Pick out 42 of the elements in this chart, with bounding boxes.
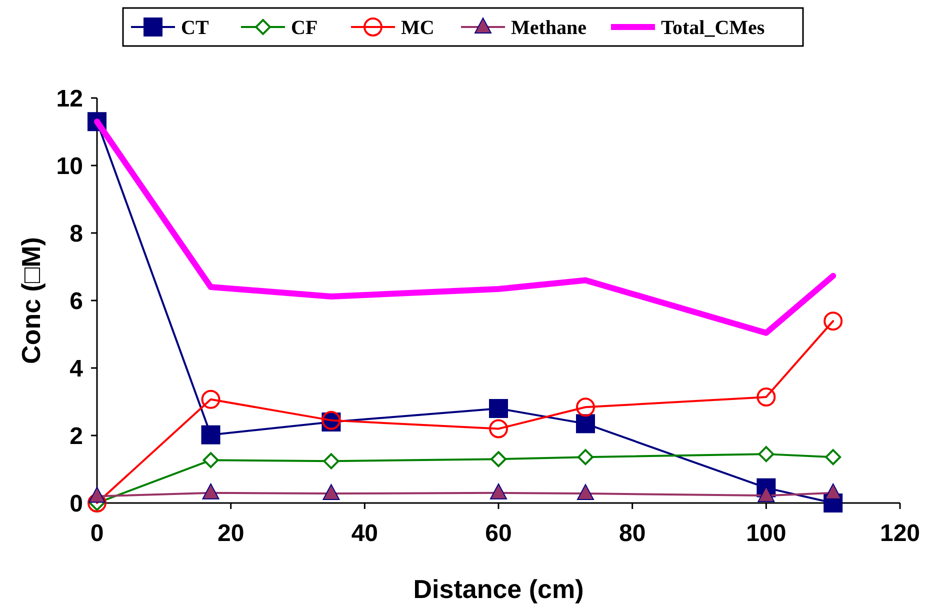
point [88,486,106,503]
point [576,414,595,434]
legend-label: MC [401,17,434,39]
legend-label: Total_CMes [661,17,765,39]
point [825,449,842,466]
point [490,451,506,468]
point [576,398,595,417]
x-tick-label: 80 [618,520,646,547]
point [824,312,843,331]
y-tick-label: 12 [56,85,83,112]
point [824,483,842,500]
x-tick-label: 60 [485,520,512,547]
x-tick-label: 40 [351,520,378,547]
point [322,484,340,500]
x-axis-title: Distance (cm) [413,574,584,604]
x-tick-label: 100 [746,520,786,547]
point [323,453,340,470]
point [201,390,220,409]
point [758,446,774,462]
point [489,399,508,418]
point [758,486,775,502]
point [202,483,220,500]
x-tick-label: 120 [880,520,920,547]
legend-label: Methane [511,17,587,39]
point [490,483,507,500]
legend-label: CF [291,17,318,39]
y-tick-label: 2 [70,422,83,450]
point [201,425,220,444]
y-tick-label: 8 [70,220,83,248]
y-tick-label: 10 [56,152,83,180]
point [576,484,594,500]
y-axis-title: Conc (□M) [16,237,46,364]
legend-label: CT [181,17,210,39]
x-tick-label: 0 [90,520,104,547]
x-tick-label: 20 [217,520,244,547]
point [202,452,219,468]
point [577,449,594,466]
point [489,419,508,438]
y-tick-label: 0 [70,490,83,518]
point [756,388,776,407]
y-tick-label: 4 [70,355,84,382]
y-tick-label: 6 [70,288,83,315]
